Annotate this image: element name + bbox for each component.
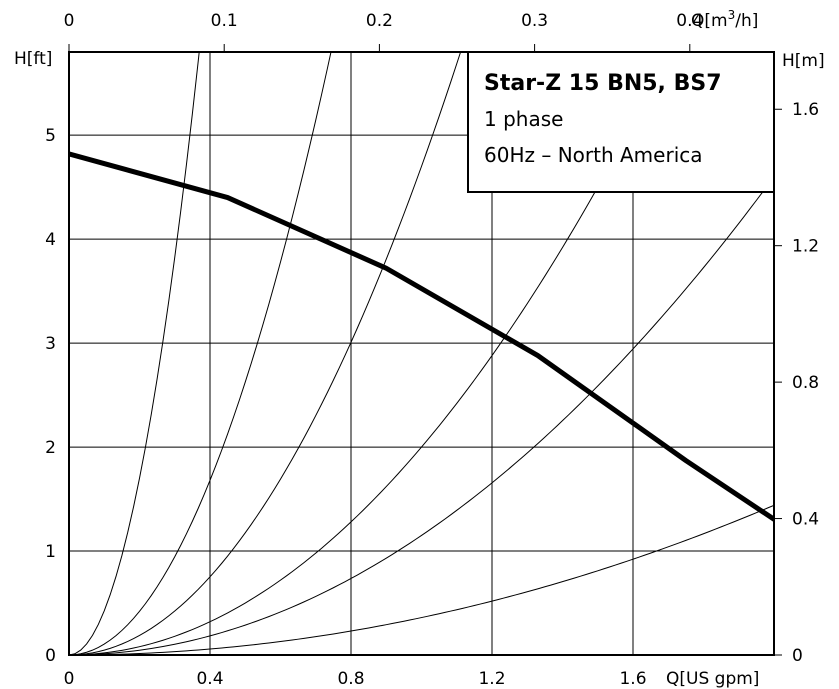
y-left-tick-label: 1: [45, 542, 56, 562]
y-left-tick-label: 2: [45, 438, 56, 458]
pump-performance-curve: [69, 151, 774, 523]
x-top-tick-label: 0.1: [211, 11, 238, 31]
pump-curve-layer: [69, 151, 774, 523]
x-top-tick-label: 0: [64, 11, 75, 31]
x-bottom-tick-label: 1.2: [478, 669, 505, 689]
x-bottom-tick-label: 1.6: [619, 669, 646, 689]
system-curve-2: [69, 52, 332, 655]
y-left-tick-label: 3: [45, 334, 56, 354]
x-bottom-tick-label: 0.4: [196, 669, 223, 689]
y-right-axis-label: H[m]: [782, 51, 825, 71]
x-bottom-axis-label: Q[US gpm]: [666, 669, 759, 689]
y-left-tick-label: 4: [45, 230, 56, 250]
x-bottom-tick-label: 0: [64, 669, 75, 689]
system-curve-6: [69, 504, 774, 655]
chart-title: Star-Z 15 BN5, BS7: [484, 71, 722, 96]
y-right-tick-label: 1.2: [792, 237, 819, 257]
x-top-axis-label: Q[m3/h]: [691, 8, 758, 31]
legend-box: Star-Z 15 BN5, BS7 1 phase 60Hz – North …: [467, 51, 775, 193]
y-right-tick-label: 1.6: [792, 100, 819, 120]
x-top-tick-label: 0.4: [676, 11, 703, 31]
x-top-tick-label: 0.2: [366, 11, 393, 31]
system-curve-1: [69, 52, 200, 655]
system-curve-5: [69, 176, 774, 655]
y-right-tick-label: 0.8: [792, 373, 819, 393]
plot-frame: [68, 51, 775, 656]
x-bottom-tick-label: 0.8: [337, 669, 364, 689]
y-left-tick-label: 0: [45, 646, 56, 666]
x-top-tick-label: 0.3: [521, 11, 548, 31]
phase-label: 1 phase: [484, 107, 563, 131]
axis-ticks: 0 0.4 0.8 1.2 1.6 0 0.1 0.2 0.3 0.4 0 1 2 3 4 5 0 0.4 0.8 1…: [45, 11, 819, 689]
y-left-tick-label: 5: [45, 126, 56, 146]
y-left-axis-label: H[ft]: [14, 49, 52, 69]
y-right-tick-label: 0: [792, 646, 803, 666]
system-curve-3: [69, 52, 462, 655]
frequency-region-label: 60Hz – North America: [484, 143, 703, 167]
y-right-tick-label: 0.4: [792, 510, 819, 530]
